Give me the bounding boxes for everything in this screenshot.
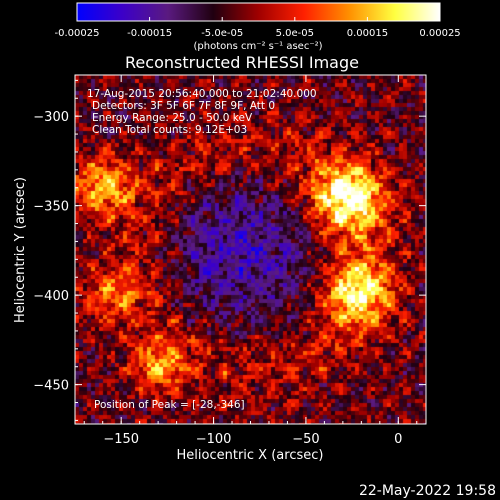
y-axis-label: Heliocentric Y (arcsec) bbox=[13, 177, 28, 323]
x-axis-label: Heliocentric X (arcsec) bbox=[177, 448, 324, 463]
date-stamp: 22-May-2022 19:58 bbox=[359, 483, 496, 499]
colorbar-tick-label: -0.00025 bbox=[55, 28, 100, 39]
peak-position-annotation: Position of Peak = [-28,-346] bbox=[94, 399, 245, 411]
chart-title: Reconstructed RHESSI Image bbox=[125, 53, 359, 72]
colorbar-tick-label: -0.00015 bbox=[127, 28, 172, 39]
x-tick-label: 0 bbox=[394, 432, 402, 447]
axis-ticks: −150 −100 −50 0 −300 −350 −400 −450 bbox=[33, 75, 426, 447]
colorbar: -0.00025 -0.00015 -5.0e-05 5.0e-05 0.00015 0.… bbox=[55, 2, 461, 52]
y-tick-label: −450 bbox=[33, 379, 69, 394]
clean-counts-annotation: Clean Total counts: 9.12E+03 bbox=[92, 124, 247, 136]
colorbar-tick-label: 0.00015 bbox=[347, 28, 388, 39]
x-tick-label: −50 bbox=[292, 432, 319, 447]
heatmap-canvas bbox=[75, 75, 426, 424]
x-tick-label: −150 bbox=[103, 432, 139, 447]
plot-area: −150 −100 −50 0 −300 −350 −400 −450 17-Aug-2015… bbox=[33, 74, 427, 447]
colorbar-ticks: -0.00025 -0.00015 -5.0e-05 5.0e-05 0.00015 0.… bbox=[55, 17, 461, 39]
colorbar-units-label: (photons cm⁻² s⁻¹ asec⁻²) bbox=[193, 41, 322, 52]
energy-range-annotation: Energy Range: 25.0 - 50.0 keV bbox=[92, 112, 253, 124]
time-range-annotation: 17-Aug-2015 20:56:40.000 to 21:02:40.000 bbox=[87, 88, 317, 100]
x-tick-label: −100 bbox=[196, 432, 232, 447]
colorbar-tick-label: 5.0e-05 bbox=[276, 28, 314, 39]
colorbar-tick-label: -5.0e-05 bbox=[201, 28, 243, 39]
colorbar-gradient bbox=[76, 2, 441, 22]
y-tick-label: −400 bbox=[33, 289, 69, 304]
y-tick-label: −350 bbox=[33, 200, 69, 215]
y-tick-label: −300 bbox=[33, 110, 69, 125]
detectors-annotation: Detectors: 3F 5F 6F 7F 8F 9F, Att 0 bbox=[92, 100, 275, 112]
colorbar-tick-label: 0.00025 bbox=[419, 28, 460, 39]
